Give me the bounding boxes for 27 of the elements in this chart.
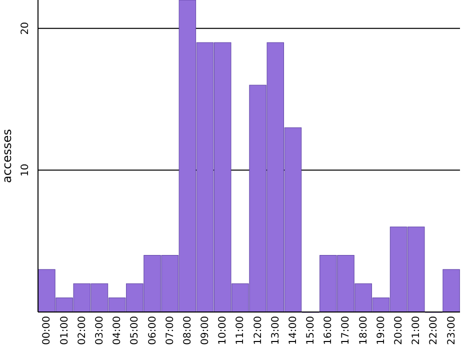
x-tick-label: 22:00 — [428, 316, 440, 345]
x-tick-label: 07:00 — [164, 316, 176, 345]
x-tick-label: 02:00 — [76, 316, 88, 345]
x-tick-label: 18:00 — [358, 316, 370, 345]
x-tick-label: 20:00 — [394, 316, 405, 345]
y-axis-title: accesses — [0, 128, 14, 184]
y-tick-label: 10 — [20, 164, 31, 177]
x-tick-label: 14:00 — [288, 316, 299, 345]
x-tick-label: 09:00 — [200, 316, 212, 345]
x-tick-label: 23:00 — [446, 316, 458, 345]
x-tick-label: 12:00 — [252, 316, 264, 345]
x-tick-label: 19:00 — [376, 316, 387, 345]
y-tick-label: 20 — [20, 22, 31, 35]
x-tick-label: 16:00 — [323, 316, 334, 345]
x-tick-label: 21:00 — [411, 316, 422, 345]
x-tick-label: 17:00 — [340, 316, 352, 345]
x-tick-label: 05:00 — [130, 316, 141, 345]
x-tick-label: 04:00 — [112, 316, 124, 345]
x-tick-label: 13:00 — [270, 316, 282, 345]
x-tick-label: 00:00 — [42, 316, 53, 345]
x-tick-label: 06:00 — [147, 316, 158, 345]
x-tick-label: 01:00 — [59, 316, 70, 345]
x-tick-label: 08:00 — [182, 316, 194, 345]
x-tick-label: 15:00 — [306, 316, 317, 345]
x-tick-label: 03:00 — [94, 316, 106, 345]
x-tick-label: 10:00 — [218, 316, 229, 345]
x-tick-label: 11:00 — [235, 316, 246, 345]
